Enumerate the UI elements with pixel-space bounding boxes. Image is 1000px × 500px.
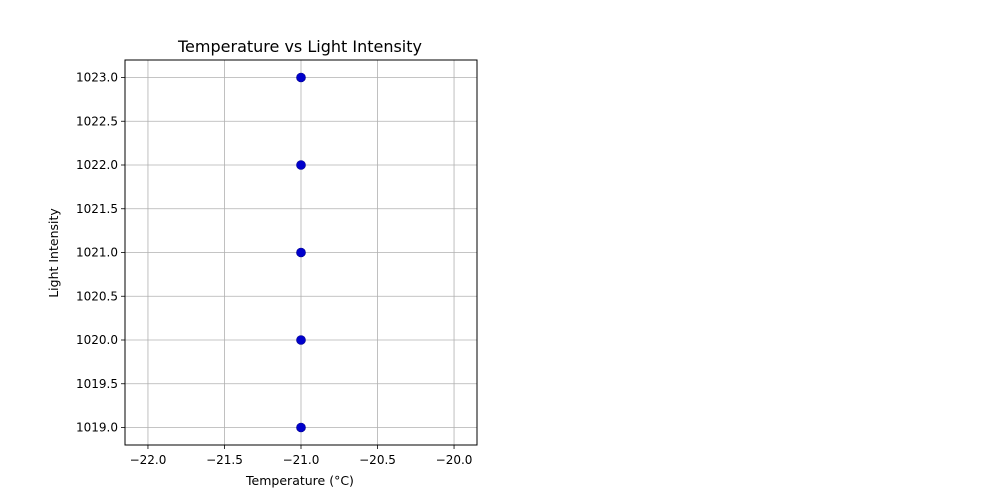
- y-tick-label: 1019.0: [76, 421, 118, 435]
- y-tick-label: 1021.5: [76, 202, 118, 216]
- y-tick-label: 1020.5: [76, 289, 118, 303]
- y-axis-ticks: 1019.0 1019.5 1020.0 1020.5 1021.0 1021.5 1022…: [76, 71, 125, 435]
- scatter-point: [296, 422, 306, 433]
- y-tick-label: 1021.0: [76, 246, 118, 260]
- y-tick-label: 1023.0: [76, 71, 118, 85]
- x-tick-label: −20.0: [436, 453, 473, 467]
- scatter-point: [296, 72, 306, 83]
- x-axis-ticks: −22.0 −21.5 −21.0 −20.5 −20.0: [130, 445, 473, 467]
- y-tick-label: 1020.0: [76, 333, 118, 347]
- x-tick-label: −20.5: [359, 453, 396, 467]
- x-tick-label: −21.0: [283, 453, 320, 467]
- scatter-point: [296, 160, 306, 170]
- scatter-point: [296, 335, 306, 345]
- x-tick-label: −21.5: [206, 453, 243, 467]
- x-tick-label: −22.0: [130, 453, 167, 467]
- y-axis-label: Light Intensity: [46, 208, 61, 298]
- chart-title: Temperature vs Light Intensity: [177, 37, 422, 56]
- scatter-point: [296, 247, 306, 258]
- y-tick-label: 1022.0: [76, 158, 118, 172]
- y-tick-label: 1022.5: [76, 114, 118, 128]
- data-points: [296, 72, 306, 433]
- x-axis-label: Temperature (°C): [245, 473, 354, 488]
- y-tick-label: 1019.5: [76, 377, 118, 391]
